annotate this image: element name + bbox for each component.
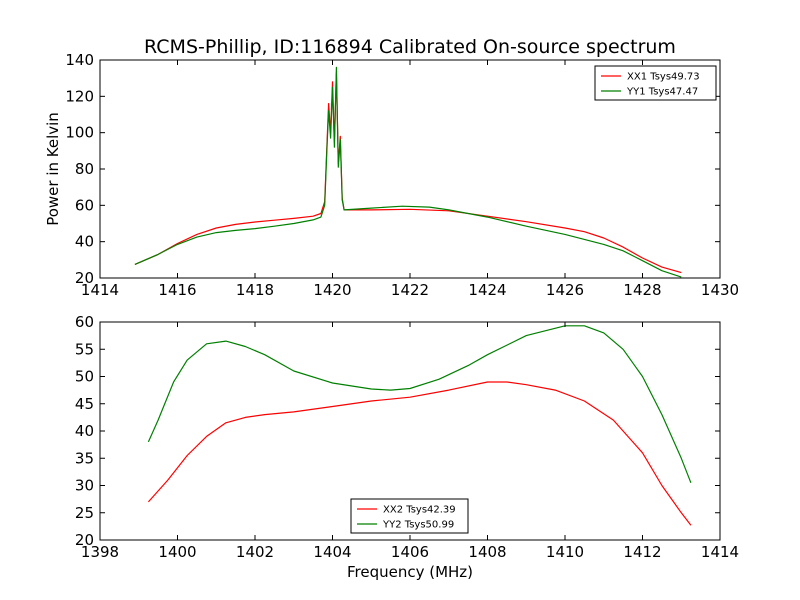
x-tick-label: 1398: [81, 543, 119, 561]
x-tick-label: 1416: [158, 281, 196, 299]
y-tick-label: 30: [75, 477, 94, 495]
y-tick-label: 80: [75, 160, 94, 178]
y-tick-label: 120: [65, 87, 94, 105]
y-tick-label: 140: [65, 51, 94, 69]
y-tick-label: 20: [75, 531, 94, 549]
x-tick-label: 1406: [391, 543, 429, 561]
series-line-1: [147, 381, 692, 526]
x-tick-label: 1414: [701, 543, 739, 561]
series-lines: [147, 325, 692, 526]
x-tick-label: 1418: [236, 281, 274, 299]
legend: XX2 Tsys42.39 YY2 Tsys50.99: [350, 498, 469, 534]
series-line-1: [134, 72, 682, 274]
x-tick-label: 1408: [468, 543, 506, 561]
y-axis-label: Power in Kelvin: [44, 112, 62, 226]
y-tick-label: 45: [75, 395, 94, 413]
y-tick-label: 40: [75, 422, 94, 440]
legend-box: [350, 498, 469, 534]
y-tick-label: 55: [75, 340, 94, 358]
y-tick-label: 60: [75, 313, 94, 331]
legend-label: XX2 Tsys42.39: [383, 505, 456, 516]
bottom-panel: Frequency (MHz) 1398 1400 1402 1404 1406 1408…: [75, 313, 739, 581]
y-tick-label: 50: [75, 368, 94, 386]
x-tick-label: 1410: [546, 543, 584, 561]
x-tick-label: 1400: [158, 543, 196, 561]
x-tick-label: 1430: [701, 281, 739, 299]
x-tick-label: 1412: [623, 543, 661, 561]
legend-label: YY1 Tsys47.47: [626, 87, 698, 98]
x-tick-label: 1428: [623, 281, 661, 299]
legend: XX1 Tsys49.73 YY1 Tsys47.47: [594, 65, 717, 101]
y-tick-label: 100: [65, 124, 94, 142]
y-tick-label: 25: [75, 504, 94, 522]
x-tick-label: 1420: [313, 281, 351, 299]
y-tick-label: 20: [75, 269, 94, 287]
x-tick-label: 1426: [546, 281, 584, 299]
series-line-2: [147, 325, 692, 484]
x-tick-label: 1424: [468, 281, 506, 299]
legend-box: [594, 65, 717, 101]
x-tick-label: 1402: [236, 543, 274, 561]
x-tick-label: 1414: [81, 281, 119, 299]
x-tick-label: 1404: [313, 543, 351, 561]
x-axis-label: Frequency (MHz): [347, 563, 473, 581]
y-tick-label: 35: [75, 449, 94, 467]
y-tick-label: 60: [75, 196, 94, 214]
top-panel: Power in Kelvin 1414 1416 1418 1420 1422 1424…: [44, 51, 739, 299]
legend-label: XX1 Tsys49.73: [627, 72, 700, 83]
legend-label: YY2 Tsys50.99: [382, 520, 454, 531]
chart-title: RCMS-Phillip, ID:116894 Calibrated On-so…: [144, 36, 676, 58]
y-tick-label: 40: [75, 233, 94, 251]
series-line-2: [134, 66, 682, 278]
x-tick-label: 1422: [391, 281, 429, 299]
series-lines: [134, 66, 682, 278]
